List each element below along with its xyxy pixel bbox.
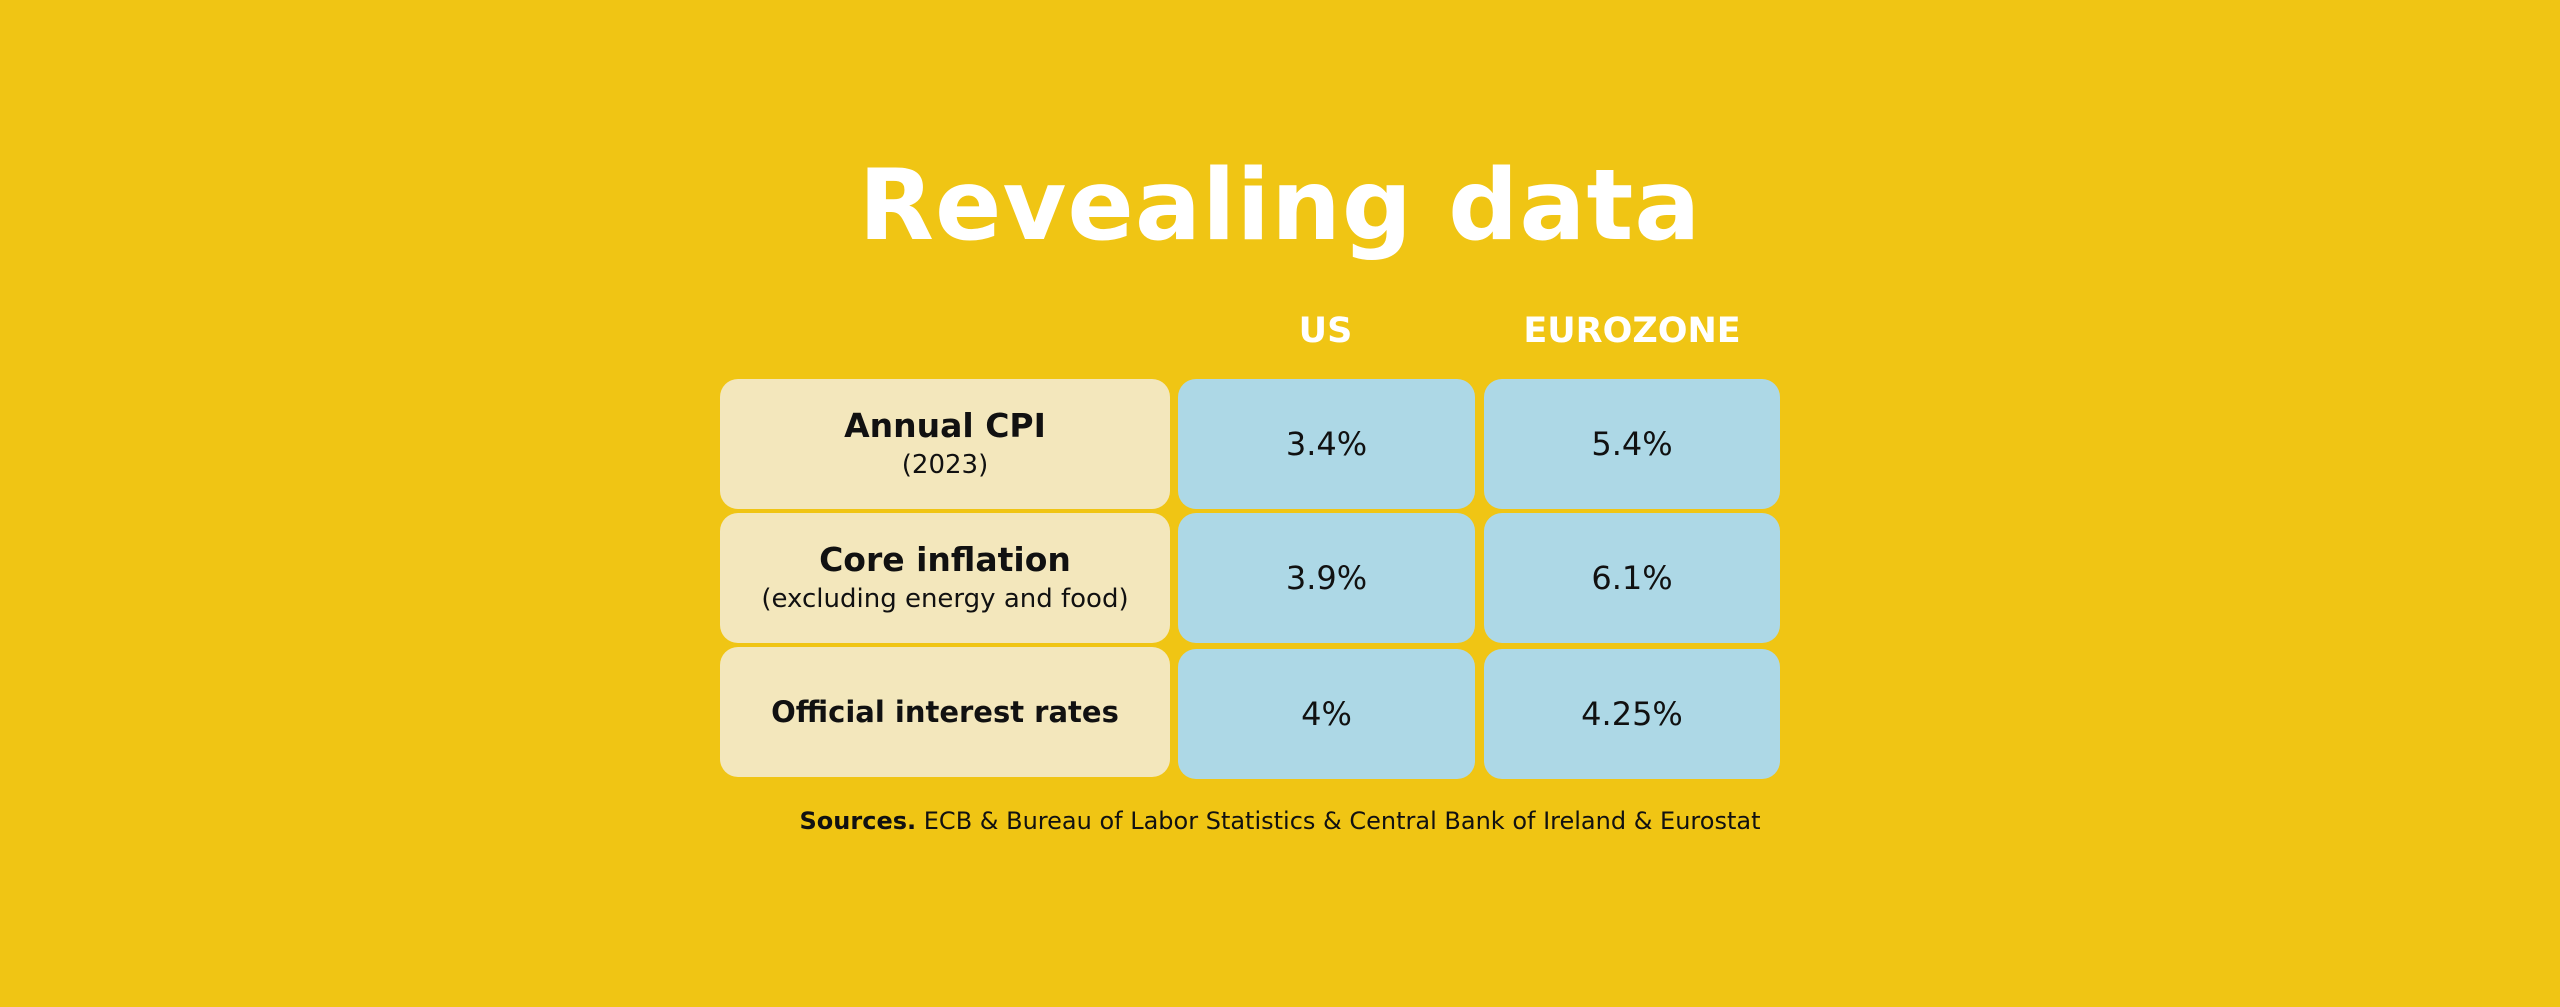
value-text: 3.9% [1285, 559, 1368, 597]
row-label-title: Official interest rates [771, 695, 1119, 729]
row-label-title: Annual CPI [844, 406, 1046, 445]
value-text: 6.1% [1591, 559, 1673, 597]
sources-footnote: Sources. ECB & Bureau of Labor Statistic… [0, 803, 2560, 839]
row-label-title: Core inflation [819, 540, 1071, 579]
row-label-subtitle: (excluding energy and food) [761, 584, 1129, 614]
cell-annual-cpi-us: 3.4% [1178, 379, 1475, 509]
sources-text: ECB & Bureau of Labor Statistics & Centr… [923, 807, 1761, 835]
value-text: 5.4% [1591, 425, 1673, 463]
row-label-subtitle: (2023) [901, 450, 989, 480]
value-text: 4% [1301, 695, 1352, 733]
row-label-core-inflation: Core inflation (excluding energy and foo… [720, 513, 1170, 643]
sources-label: Sources. [799, 807, 917, 835]
cell-interest-rates-us: 4% [1178, 649, 1475, 779]
column-header-eurozone: EUROZONE [1523, 311, 1741, 351]
cell-core-inflation-eurozone: 6.1% [1484, 513, 1780, 643]
row-label-official-interest-rates: Official interest rates [720, 647, 1170, 777]
value-text: 3.4% [1285, 425, 1368, 463]
cell-annual-cpi-eurozone: 5.4% [1484, 379, 1780, 509]
value-text: 4.25% [1581, 695, 1683, 733]
page-title: Revealing data [858, 149, 1702, 263]
cell-core-inflation-us: 3.9% [1178, 513, 1475, 643]
cell-interest-rates-eurozone: 4.25% [1484, 649, 1780, 779]
row-label-annual-cpi: Annual CPI (2023) [720, 379, 1170, 509]
column-header-us: US [1298, 311, 1353, 351]
